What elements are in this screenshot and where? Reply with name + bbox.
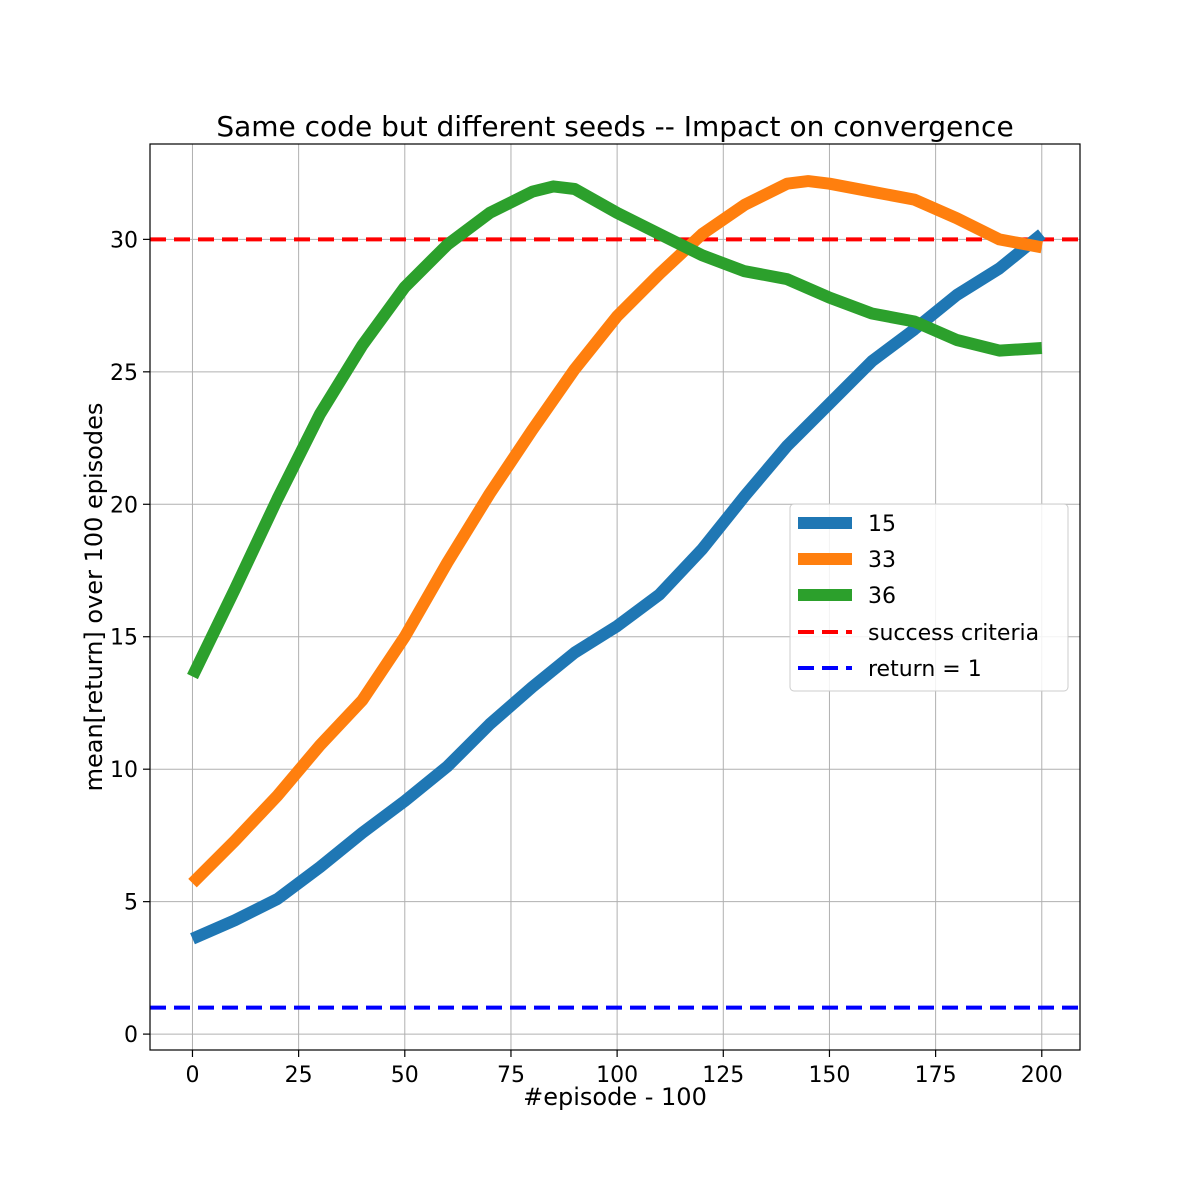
x-axis-label: #episode - 100 [523, 1083, 707, 1111]
x-tick-label: 0 [185, 1063, 199, 1088]
series-line-33 [188, 175, 1043, 888]
series-line-36 [187, 180, 1043, 680]
x-axis-ticks: 0 25 50 75 100 125 150 175 200 [185, 1050, 1063, 1088]
legend-label-15: 15 [868, 512, 896, 537]
y-tick-label: 15 [110, 626, 138, 651]
x-tick-label: 50 [391, 1063, 419, 1088]
y-tick-label: 25 [110, 361, 138, 386]
plot-area-frame [149, 143, 1081, 1051]
legend-label-33: 33 [868, 548, 896, 573]
y-tick-label: 30 [110, 228, 138, 253]
x-tick-label: 100 [596, 1063, 638, 1088]
legend-label-36: 36 [868, 584, 896, 609]
reference-lines [150, 237, 1080, 1010]
x-tick-label: 125 [702, 1063, 744, 1088]
x-tick-label: 150 [808, 1063, 850, 1088]
chart-title: Same code but different seeds -- Impact … [216, 110, 1013, 143]
y-tick-label: 0 [124, 1023, 138, 1048]
series-lines [187, 175, 1046, 945]
y-tick-label: 5 [124, 891, 138, 916]
x-tick-label: 75 [497, 1063, 525, 1088]
legend-label-success-criteria: success criteria [868, 621, 1039, 646]
x-tick-label: 200 [1021, 1063, 1063, 1088]
y-axis-label: mean[return] over 100 episodes [80, 403, 108, 792]
y-tick-label: 10 [110, 758, 138, 783]
series-line-15 [190, 229, 1046, 945]
legend-label-return-1: return = 1 [868, 657, 982, 682]
y-tick-label: 20 [110, 493, 138, 518]
legend: 15 33 36 success criteria return = 1 [789, 503, 1069, 692]
x-tick-label: 175 [915, 1063, 957, 1088]
legend-frame [789, 503, 1069, 692]
y-axis-ticks: 0 5 10 15 20 25 30 [110, 228, 150, 1048]
x-tick-label: 25 [285, 1063, 313, 1088]
